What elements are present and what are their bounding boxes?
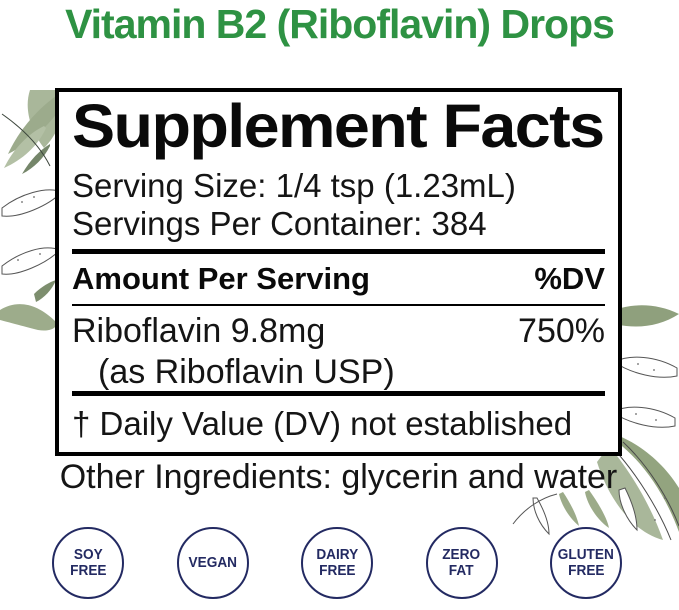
- nutrient-row: Riboflavin 9.8mg 750%: [72, 312, 605, 351]
- leaf-decoration-top-left-icon: [0, 90, 70, 331]
- product-title: Vitamin B2 (Riboflavin) Drops: [65, 1, 615, 47]
- badge-soy-free-label-line1: SOY: [73, 546, 103, 563]
- supplement-facts-panel: Supplement Facts Serving Size: 1/4 tsp (…: [55, 88, 622, 456]
- badge-dairy-free-label-line1: DAIRY: [316, 546, 358, 563]
- badge-gluten-free-label-line1: GLUTEN: [557, 546, 615, 563]
- badge-dairy-free-label-line2: FREE: [318, 563, 356, 579]
- nutrient-dv-value: 750%: [518, 312, 605, 351]
- divider-thick-top: [72, 249, 605, 254]
- badge-soy-free-label-line2: FREE: [69, 563, 107, 579]
- servings-per-container-text: Servings Per Container: 384: [72, 204, 487, 242]
- daily-value-footnote: † Daily Value (DV) not established: [72, 405, 573, 442]
- badge-soy-free: SOY FREE: [52, 527, 124, 599]
- badge-zero-fat-label-line1: ZERO: [442, 546, 481, 563]
- amount-per-serving-row: Amount Per Serving %DV: [72, 254, 605, 304]
- other-ingredients-text: Other Ingredients: glycerin and water: [59, 458, 618, 496]
- divider-medium: [72, 303, 605, 307]
- badge-dairy-free: DAIRY FREE: [301, 527, 373, 599]
- badge-row: SOY FREE VEGAN DAIRY FREE ZERO FAT GLUTE…: [52, 527, 622, 599]
- divider-thick-bottom: [72, 391, 605, 396]
- badge-zero-fat: ZERO FAT: [425, 527, 498, 599]
- nutrient-detail: (as Riboflavin USP): [98, 352, 395, 391]
- badge-zero-fat-label-line2: FAT: [449, 563, 474, 579]
- percent-dv-header: %DV: [534, 260, 605, 296]
- badge-vegan: VEGAN: [176, 527, 249, 599]
- serving-size-text: Serving Size: 1/4 tsp (1.23mL): [72, 167, 516, 204]
- badge-gluten-free-label-line2: FREE: [567, 563, 605, 579]
- badge-vegan-label-line1: VEGAN: [188, 554, 237, 571]
- amount-per-serving-header: Amount Per Serving: [72, 260, 370, 296]
- nutrient-name: Riboflavin 9.8mg: [72, 312, 326, 351]
- badge-gluten-free: GLUTEN FREE: [550, 527, 622, 599]
- supplement-facts-heading: Supplement Facts: [72, 92, 605, 160]
- leaf-decoration-bottom-right-icon: [512, 436, 679, 541]
